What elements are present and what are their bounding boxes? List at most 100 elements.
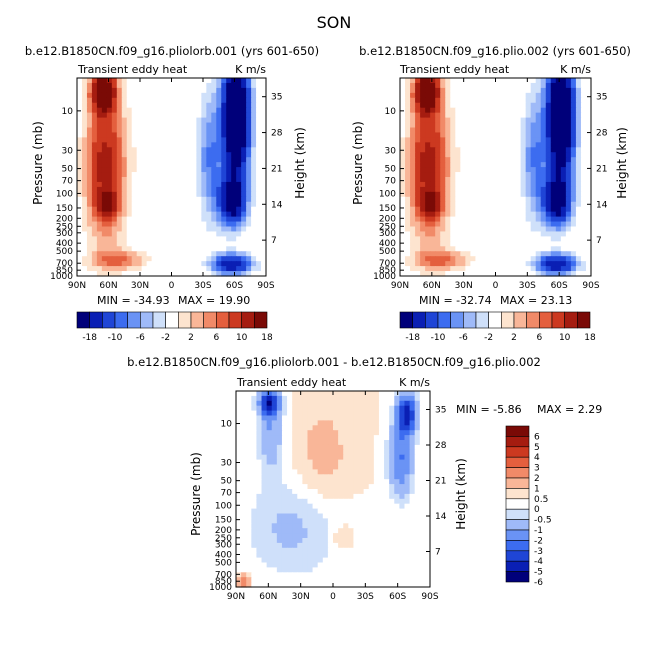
heatmap-cell: [246, 395, 252, 402]
heatmap-cell: [389, 449, 395, 456]
heatmap-cell: [455, 177, 461, 183]
heatmap-cell: [322, 503, 329, 510]
heatmap-cell: [121, 251, 128, 257]
heatmap-cell: [405, 236, 411, 242]
heatmap-cell: [327, 528, 334, 534]
heatmap-cell: [465, 251, 471, 257]
heatmap-cell: [378, 435, 385, 441]
heatmap-cell: [322, 542, 329, 549]
heatmap-cell: [358, 435, 365, 441]
heatmap-cell: [545, 107, 552, 114]
heatmap-cell: [338, 405, 344, 412]
heatmap-cell: [166, 246, 173, 252]
heatmap-cell: [161, 266, 168, 272]
heatmap-cell: [480, 112, 487, 119]
heatmap-cell: [81, 241, 88, 247]
heatmap-cell: [410, 241, 416, 247]
heatmap-cell: [585, 226, 592, 233]
heatmap-cell: [435, 251, 441, 257]
heatmap-cell: [77, 177, 83, 183]
heatmap-cell: [216, 177, 222, 183]
heatmap-cell: [445, 266, 451, 272]
heatmap-cell: [405, 78, 411, 84]
heatmap-cell: [368, 542, 375, 549]
heatmap-cell: [86, 147, 93, 153]
heatmap-cell: [410, 191, 416, 198]
heatmap-cell: [251, 503, 258, 510]
heatmap-cell: [495, 196, 502, 203]
heatmap-cell: [450, 162, 456, 168]
heatmap-cell: [261, 474, 268, 480]
heatmap-cell: [378, 513, 385, 519]
heatmap-cell: [196, 211, 202, 218]
heatmap-cell: [297, 430, 303, 436]
heatmap-cell: [246, 122, 252, 129]
heatmap-cell: [196, 241, 202, 247]
heatmap-cell: [307, 474, 314, 480]
heatmap-cell: [505, 167, 512, 173]
heatmap-cell: [440, 226, 446, 233]
heatmap-cell: [216, 78, 222, 84]
heatmap-cell: [545, 206, 552, 213]
heatmap-cell: [460, 82, 466, 89]
panel-1-min: MIN = -34.93: [97, 294, 170, 307]
heatmap-cell: [156, 122, 163, 129]
heatmap-cell: [111, 231, 118, 237]
heatmap-cell: [505, 177, 512, 183]
heatmap-cell: [404, 508, 411, 515]
heatmap-cell: [91, 201, 98, 208]
heatmap-cell: [256, 256, 262, 262]
heatmap-cell: [226, 186, 232, 193]
heatmap-cell: [246, 117, 252, 124]
heatmap-cell: [445, 261, 451, 267]
heatmap-cell: [206, 191, 212, 198]
heatmap-cell: [405, 196, 411, 203]
heatmap-cell: [400, 162, 406, 168]
heatmap-cell: [266, 420, 273, 426]
heatmap-cell: [327, 489, 334, 495]
heatmap-cell: [500, 246, 507, 252]
heatmap-cell: [510, 216, 517, 223]
heatmap-cell: [281, 400, 288, 407]
heatmap-cell: [307, 395, 314, 402]
heatmap-cell: [525, 251, 532, 257]
panel-2-ylabel-right: Height (km): [615, 127, 629, 198]
heatmap-cell: [186, 177, 192, 183]
heatmap-cell: [281, 577, 288, 583]
heatmap-cell: [515, 82, 522, 89]
heatmap-cell: [151, 266, 158, 272]
heatmap-cell: [266, 508, 273, 515]
heatmap-cell: [176, 271, 183, 277]
heatmap-cell: [399, 547, 406, 554]
heatmap-cell: [111, 147, 118, 153]
panel-3: b.e12.B1850CN.f09_g16.pliolorb.001 - b.e…: [127, 355, 602, 602]
heatmap-cell: [131, 167, 138, 173]
heatmap-cell: [530, 186, 537, 193]
heatmap-cell: [338, 533, 344, 539]
heatmap-cell: [312, 395, 319, 402]
heatmap-cell: [353, 538, 360, 544]
heatmap-cell: [221, 196, 227, 203]
heatmap-cell: [394, 572, 400, 578]
heatmap-cell: [181, 236, 188, 242]
heatmap-cell: [510, 142, 517, 148]
heatmap-cell: [151, 137, 158, 143]
heatmap-cell: [378, 518, 385, 524]
heatmap-cell: [450, 112, 456, 119]
heatmap-cell: [485, 157, 492, 163]
heatmap-cell: [77, 142, 83, 148]
heatmap-cell: [470, 167, 476, 173]
heatmap-cell: [405, 271, 411, 277]
heatmap-cell: [425, 132, 431, 138]
heatmap-cell: [485, 137, 492, 143]
heatmap-cell: [307, 435, 314, 441]
heatmap-cell: [86, 201, 93, 208]
heatmap-cell: [176, 266, 183, 272]
heatmap-cell: [580, 142, 587, 148]
heatmap-cell: [206, 92, 212, 99]
heatmap-cell: [500, 167, 507, 173]
heatmap-cell: [171, 256, 178, 262]
heatmap-cell: [535, 82, 542, 89]
heatmap-cell: [378, 577, 385, 583]
heatmap-cell: [317, 395, 324, 402]
